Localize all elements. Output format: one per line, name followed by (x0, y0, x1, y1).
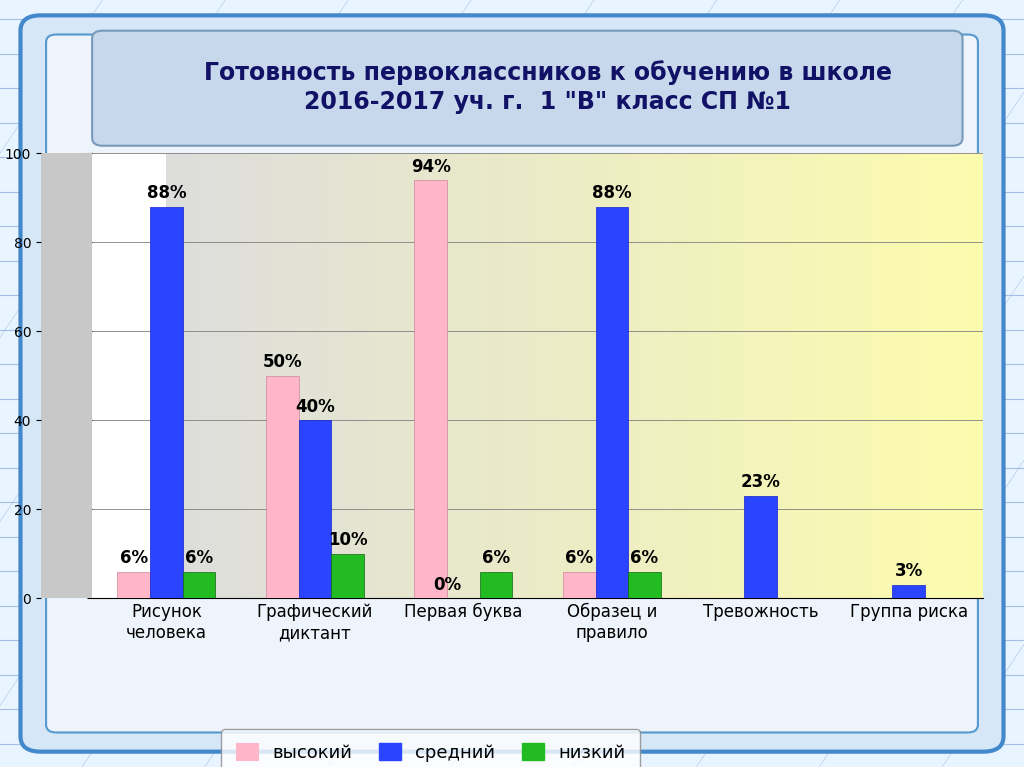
Bar (744, 496, 776, 598)
Bar (299, 420, 331, 598)
Text: 88%: 88% (146, 184, 186, 202)
Bar (182, 571, 215, 598)
Bar (331, 554, 364, 598)
Text: 88%: 88% (592, 184, 632, 202)
Text: 6%: 6% (120, 549, 147, 567)
Bar (151, 207, 182, 598)
Text: 6%: 6% (482, 549, 510, 567)
Text: 23%: 23% (740, 473, 780, 492)
Text: 6%: 6% (631, 549, 658, 567)
Text: 94%: 94% (411, 158, 451, 176)
Bar (118, 571, 151, 598)
Text: 50%: 50% (262, 354, 302, 371)
Text: 40%: 40% (295, 398, 335, 416)
Text: 6%: 6% (185, 549, 213, 567)
Bar (266, 376, 299, 598)
Bar (563, 571, 596, 598)
Bar (479, 571, 512, 598)
Text: 3%: 3% (895, 562, 923, 581)
Bar (596, 207, 628, 598)
Bar (893, 585, 925, 598)
Text: 0%: 0% (433, 576, 461, 594)
Text: 10%: 10% (328, 532, 368, 549)
Legend: высокий, средний, низкий: высокий, средний, низкий (221, 729, 640, 767)
Bar (415, 180, 447, 598)
Text: Готовность первоклассников к обучению в школе: Готовность первоклассников к обучению в … (204, 61, 892, 85)
Text: 2016-2017 уч. г.  1 "В" класс СП №1: 2016-2017 уч. г. 1 "В" класс СП №1 (304, 90, 792, 114)
Text: 6%: 6% (565, 549, 593, 567)
Bar (628, 571, 660, 598)
